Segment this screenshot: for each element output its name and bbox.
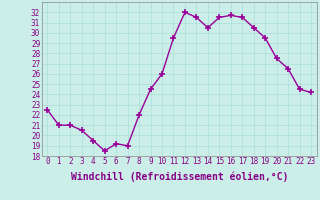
X-axis label: Windchill (Refroidissement éolien,°C): Windchill (Refroidissement éolien,°C) (70, 172, 288, 182)
